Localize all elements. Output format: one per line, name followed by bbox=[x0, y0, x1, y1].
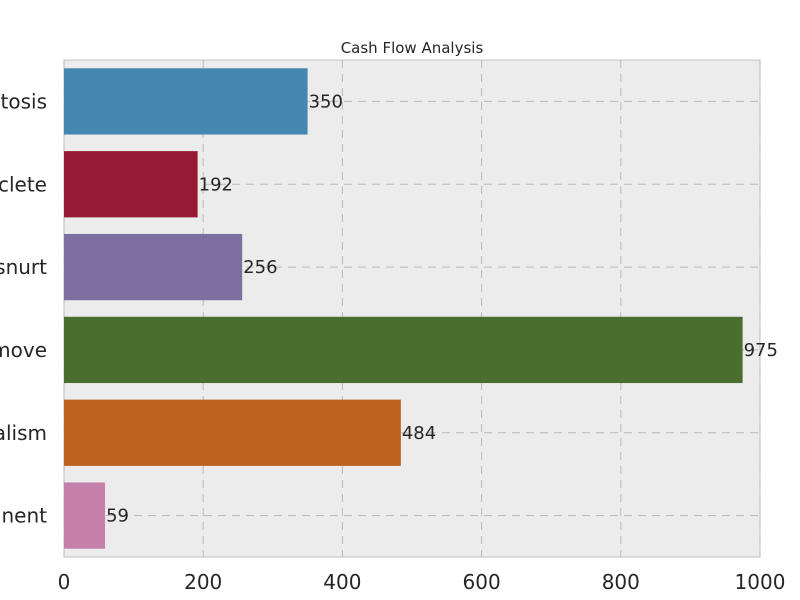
value-label-stosis: 350 bbox=[309, 91, 343, 112]
chart-title: Cash Flow Analysis bbox=[341, 39, 484, 57]
x-tick-label-0: 0 bbox=[58, 570, 71, 594]
bar-stosis bbox=[64, 68, 308, 135]
category-label-clete: clete bbox=[0, 172, 47, 196]
bar-move bbox=[64, 316, 743, 384]
x-tick-label-400: 400 bbox=[323, 570, 361, 594]
plot-area bbox=[63, 59, 761, 558]
category-label-snurt: snurt bbox=[0, 255, 47, 279]
value-label-inent: 59 bbox=[106, 506, 129, 527]
category-label-alism: alism bbox=[0, 421, 47, 445]
value-label-alism: 484 bbox=[402, 423, 436, 444]
bars bbox=[64, 68, 743, 549]
value-label-clete: 192 bbox=[199, 174, 233, 195]
bar-inent bbox=[64, 482, 106, 549]
value-label-snurt: 256 bbox=[243, 257, 277, 278]
x-tick-label-1000: 1000 bbox=[735, 570, 786, 594]
value-labels: 350 192 256 975 484 59 bbox=[106, 91, 778, 526]
bar-snurt bbox=[64, 233, 243, 301]
x-axis-ticks: 0 200 400 600 800 1000 bbox=[58, 570, 786, 594]
value-label-move: 975 bbox=[744, 340, 778, 361]
x-tick-label-600: 600 bbox=[463, 570, 501, 594]
bar-clete bbox=[64, 151, 198, 218]
bar-alism bbox=[64, 399, 401, 466]
category-label-inent: inent bbox=[0, 504, 47, 528]
x-tick-label-800: 800 bbox=[602, 570, 640, 594]
x-tick-label-200: 200 bbox=[184, 570, 222, 594]
category-label-move: move bbox=[0, 338, 47, 362]
